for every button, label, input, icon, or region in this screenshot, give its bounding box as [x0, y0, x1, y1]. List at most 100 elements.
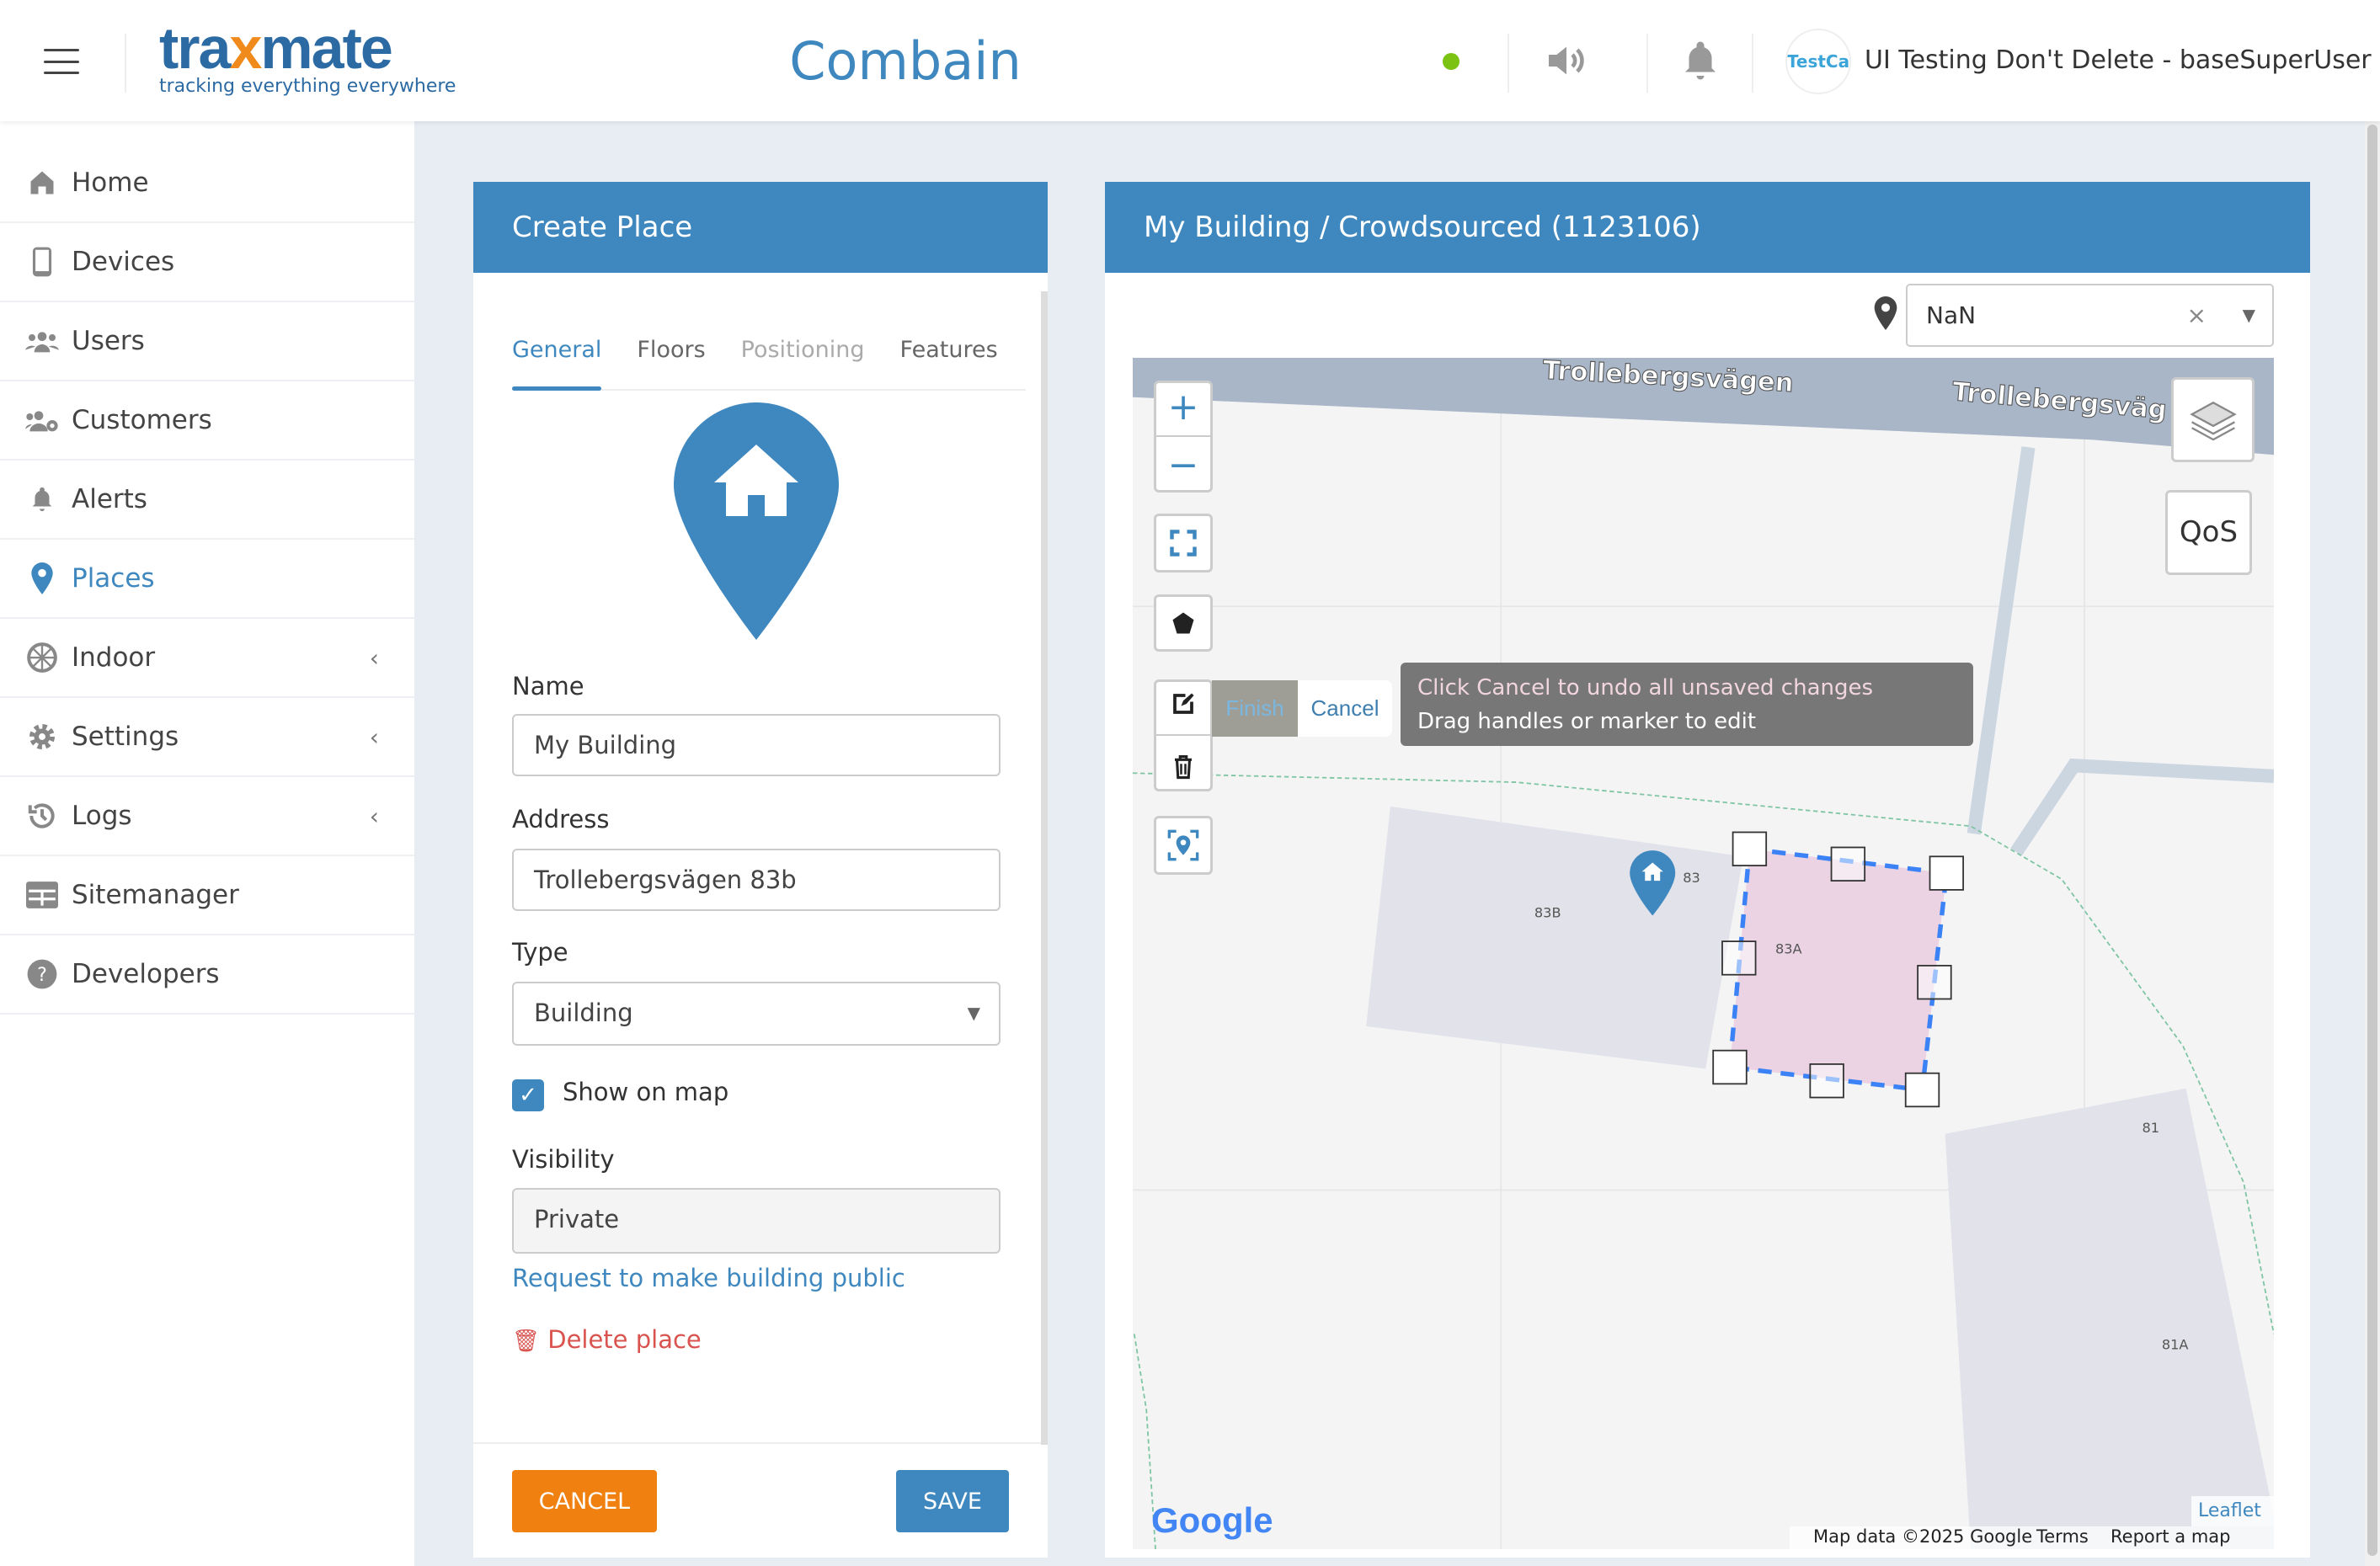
sidebar-item-sitemanager[interactable]: Sitemanager [0, 856, 414, 935]
map-pin-icon [25, 562, 59, 595]
floor-pin-icon [1874, 296, 1897, 330]
leaflet-link[interactable]: Leaflet [2191, 1496, 2274, 1526]
sidebar-item-home[interactable]: Home [0, 144, 414, 223]
show-on-map-label: Show on map [563, 1078, 729, 1106]
visibility-label: Visibility [512, 1145, 615, 1174]
name-input[interactable]: My Building [512, 714, 1001, 776]
trash-icon: 🗑 [512, 1329, 541, 1354]
type-label: Type [512, 938, 568, 967]
draw-polygon-button[interactable] [1154, 594, 1213, 652]
address-input[interactable]: Trollebergsvägen 83b [512, 849, 1001, 911]
clear-icon[interactable]: × [2186, 301, 2207, 329]
map-panel-title: My Building / Crowdsourced (1123106) [1105, 182, 2310, 273]
tab-floors[interactable]: Floors [637, 337, 706, 363]
app-title: Combain [789, 30, 1022, 92]
tab-positioning[interactable]: Positioning [740, 337, 865, 363]
tab-general[interactable]: General [512, 325, 602, 391]
address-label: 83 [1683, 870, 1700, 886]
boundary-line [1133, 1334, 1156, 1549]
terms-link[interactable]: Terms [2036, 1526, 2089, 1547]
caret-down-icon: ▼ [967, 1003, 980, 1023]
edit-control [1154, 679, 1213, 791]
midpoint-handle [1721, 940, 1757, 976]
zoom-out-button[interactable]: − [1167, 443, 1199, 487]
road [1133, 358, 2274, 455]
polygon-icon [1172, 612, 1194, 634]
help-icon: ? [25, 957, 59, 991]
road [1966, 446, 2036, 835]
address-label: 83B [1534, 904, 1561, 920]
cancel-edit-button[interactable]: Cancel [1298, 680, 1392, 737]
avatar[interactable]: TestCa [1785, 29, 1851, 94]
globe-icon [25, 641, 59, 674]
connection-status-dot [1443, 53, 1459, 70]
edit-layers-button[interactable] [1171, 691, 1196, 716]
map[interactable]: Trollebergsvägen Trollebergsväg 83 83B 8… [1133, 358, 2274, 1549]
floor-select[interactable]: NaN × ▼ [1906, 284, 2274, 347]
report-map-error-link[interactable]: Report a map error [2111, 1526, 2231, 1549]
menu-toggle-icon[interactable] [44, 49, 79, 74]
phone-icon [25, 245, 59, 279]
page-scrollbar[interactable] [2365, 121, 2380, 1566]
user-account-label[interactable]: UI Testing Don't Delete - baseSuperUser [1865, 45, 2372, 75]
layers-button[interactable] [2171, 377, 2255, 462]
bell-icon [25, 482, 59, 516]
qos-button[interactable]: QoS [2165, 490, 2252, 575]
road [2010, 758, 2274, 856]
divider [473, 1442, 1048, 1444]
fullscreen-icon [1170, 530, 1197, 557]
sidebar-item-logs[interactable]: Logs ‹ [0, 777, 414, 856]
request-public-link[interactable]: Request to make building public [512, 1264, 905, 1292]
create-place-panel: Create Place General Floors Positioning … [473, 182, 1048, 1558]
traxmate-logo[interactable]: traxmate tracking everything everywhere [159, 15, 456, 97]
vertex-handle [1712, 1049, 1748, 1085]
sidebar-item-users[interactable]: Users [0, 302, 414, 381]
vertex-handle [1904, 1072, 1940, 1108]
address-label: 83A [1775, 940, 1802, 956]
finish-button[interactable]: Finish [1212, 680, 1298, 737]
sidebar-item-indoor[interactable]: Indoor ‹ [0, 619, 414, 698]
speaker-icon[interactable] [1543, 37, 1590, 84]
chevron-left-icon: ‹ [369, 643, 379, 672]
tab-features[interactable]: Features [899, 337, 998, 363]
zoom-control: + − [1154, 381, 1213, 493]
midpoint-handle [1809, 1063, 1844, 1099]
building-81 [1945, 1088, 2274, 1549]
delete-layers-button[interactable] [1171, 754, 1195, 780]
grid-icon [25, 878, 59, 912]
type-select[interactable]: Building ▼ [512, 982, 1001, 1046]
show-on-map-checkbox[interactable]: ✓ [512, 1079, 544, 1111]
sidebar-item-alerts[interactable]: Alerts [0, 461, 414, 540]
delete-place-link[interactable]: 🗑 Delete place [512, 1325, 702, 1354]
building-83b [1366, 806, 1744, 1069]
place-marker-icon [1630, 850, 1676, 916]
svg-text:?: ? [37, 964, 47, 986]
sidebar-item-devices[interactable]: Devices [0, 223, 414, 302]
save-button[interactable]: SAVE [896, 1470, 1009, 1532]
place-polygon [1727, 846, 1950, 1093]
sidebar-item-settings[interactable]: Settings ‹ [0, 698, 414, 777]
tab-bar: General Floors Positioning Features [512, 325, 1026, 391]
address-label: 81A [2162, 1336, 2189, 1352]
sidebar-item-places[interactable]: Places [0, 540, 414, 619]
sidebar-item-developers[interactable]: ? Developers [0, 935, 414, 1015]
locate-button[interactable] [1154, 816, 1213, 875]
address-label: 81 [2142, 1120, 2159, 1136]
bell-icon[interactable] [1678, 37, 1723, 84]
sidebar-item-customers[interactable]: Customers [0, 381, 414, 461]
visibility-field: Private [512, 1188, 1001, 1254]
scrollbar[interactable] [1041, 291, 1048, 1445]
midpoint-handle [1917, 965, 1952, 1000]
name-label: Name [512, 672, 584, 700]
chevron-left-icon: ‹ [369, 802, 379, 830]
layers-icon [2189, 401, 2237, 440]
draw-tooltip: Click Cancel to undo all unsaved changes… [1401, 663, 1973, 746]
cancel-button[interactable]: CANCEL [512, 1470, 657, 1532]
google-logo[interactable]: Google [1151, 1500, 1273, 1540]
panel-title: Create Place [473, 182, 1048, 273]
top-bar: traxmate tracking everything everywhere … [0, 0, 2380, 121]
vertex-handle [1929, 855, 1965, 891]
fullscreen-button[interactable] [1154, 514, 1213, 573]
chevron-left-icon: ‹ [369, 722, 379, 751]
zoom-in-button[interactable]: + [1167, 386, 1199, 429]
